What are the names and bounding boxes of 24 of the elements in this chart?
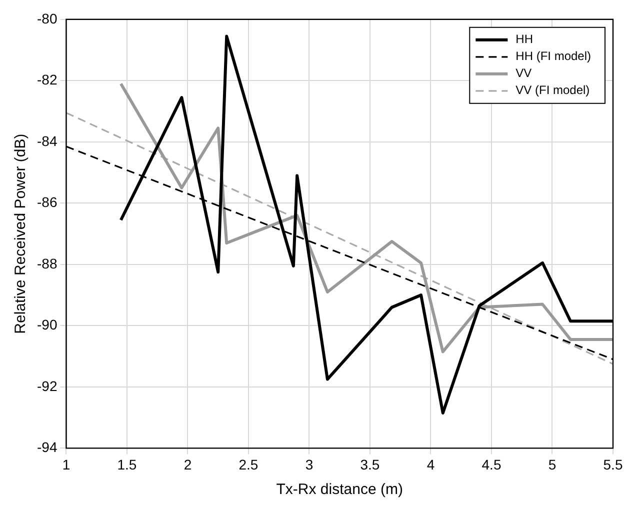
x-tick-label: 5.5 [603, 456, 623, 472]
x-tick-label: 4.5 [482, 456, 502, 472]
x-tick-label: 1 [62, 456, 70, 472]
x-tick-label: 3.5 [360, 456, 380, 472]
y-tick-label: -82 [37, 72, 58, 88]
y-tick-label: -86 [37, 194, 58, 210]
x-tick-label: 5 [548, 456, 556, 472]
legend-label: VV (FI model) [516, 83, 590, 98]
x-tick-label: 1.5 [117, 456, 137, 472]
x-tick-label: 4 [426, 456, 435, 472]
y-tick-label: -88 [37, 255, 58, 272]
x-tick-label: 2.5 [238, 456, 258, 472]
legend-label: VV [516, 66, 532, 80]
y-tick-label: -92 [37, 378, 58, 394]
x-axis-title: Tx-Rx distance (m) [276, 481, 403, 498]
y-tick-label: -80 [37, 10, 58, 26]
y-axis-title: Relative Received Power (dB) [12, 134, 30, 334]
x-tick-label: 3 [305, 456, 314, 472]
y-tick-label: -90 [37, 316, 58, 333]
y-tick-label: -84 [37, 132, 58, 149]
legend-label: HH (FI model) [516, 49, 592, 64]
y-tick-label: -94 [37, 439, 58, 456]
x-tick-label: 2 [184, 456, 192, 472]
legend-label: HH [516, 32, 534, 46]
